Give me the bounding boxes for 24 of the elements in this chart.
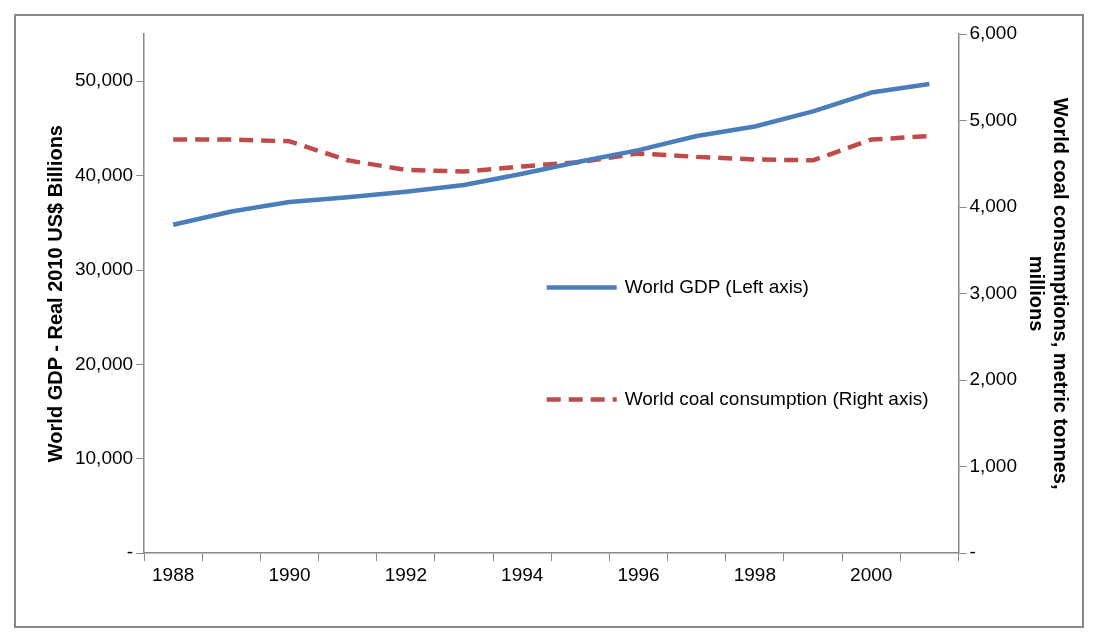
y-tick-label: 30,000 (74, 258, 134, 280)
y-axis-title: World GDP - Real 2010 US$ Billions (43, 125, 66, 463)
x-tick-label: 1996 (617, 563, 660, 585)
y2-axis-title: World coal consumptions, metric tonnes, millions (1026, 97, 1073, 490)
y-tick-label: 20,000 (74, 352, 134, 374)
legend-label: World GDP (Left axis) (624, 275, 809, 297)
x-tick-label: 1998 (733, 563, 777, 585)
x-tick-label: 2000 (850, 563, 893, 585)
y2-tick-label: - (969, 541, 976, 563)
y2-tick-label: 4,000 (969, 195, 1017, 217)
y2-tick-label: 1,000 (969, 454, 1017, 476)
x-tick-label: 1994 (501, 563, 544, 585)
y2-tick-label: 5,000 (969, 108, 1017, 130)
y2-tick-label: 3,000 (969, 281, 1017, 303)
y2-tick-label: 6,000 (969, 22, 1017, 44)
x-tick-label: 1990 (268, 563, 311, 585)
y-tick-label: 40,000 (74, 163, 134, 185)
y-tick-label: 50,000 (74, 69, 134, 91)
y-tick-label: - (126, 541, 134, 563)
y-tick-label: 10,000 (74, 447, 134, 469)
y2-tick-label: 2,000 (969, 368, 1017, 390)
legend-label: World coal consumption (Right axis) (624, 387, 929, 409)
x-tick-label: 1992 (384, 563, 428, 585)
x-tick-label: 1988 (152, 563, 195, 585)
